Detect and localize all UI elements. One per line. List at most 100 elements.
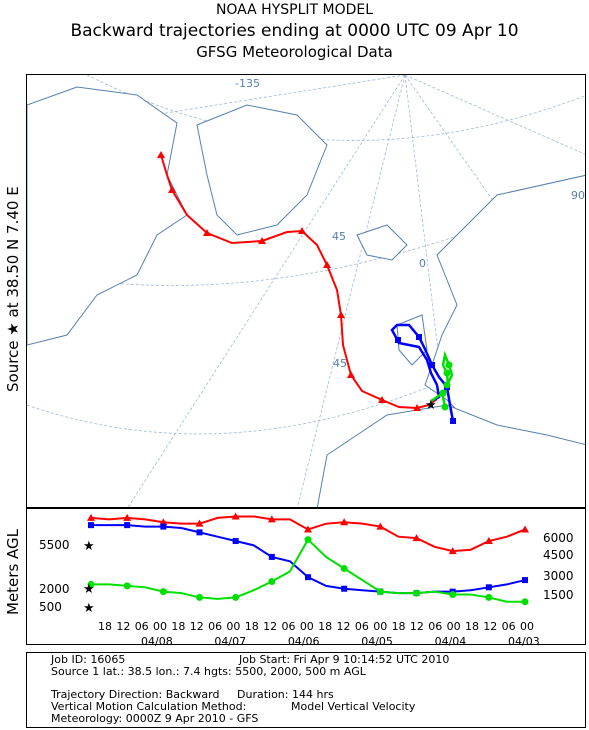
altitude-svg: 5500 2000 500 6000 4500 3000 1500 ★ ★ ★ (39, 512, 574, 616)
green-altitude-marker (232, 593, 240, 601)
time-axis-svg: 18 12 06 00 18 12 06 00 18 12 06 00 18 12 06 00 18 12 06 00… (98, 620, 540, 648)
red-altitude-marker (484, 537, 493, 545)
source-star-icon: ★ (425, 398, 437, 413)
red-altitude-marker (448, 547, 457, 555)
date-label: 04/06 (288, 635, 320, 648)
time-tick-label: 18 (171, 620, 185, 633)
blue-altitude-marker (196, 529, 203, 536)
green-altitude-marker (485, 593, 493, 601)
time-tick-label: 00 (153, 620, 167, 633)
time-tick-label: 00 (520, 620, 534, 633)
source-info: Source 1 lat.: 38.5 lon.: 7.4 hgts: 5500… (51, 665, 366, 678)
blue-altitude-marker (232, 538, 239, 545)
blue-altitude-marker (305, 574, 311, 581)
altitude-chart: 5500 2000 500 6000 4500 3000 1500 ★ ★ ★ (26, 508, 586, 645)
time-axis: 18 12 06 00 18 12 06 00 18 12 06 00 18 12 06 00 18 12 06 00… (26, 616, 586, 652)
greenland (196, 104, 328, 236)
red-altitude-marker (340, 518, 349, 526)
time-tick-label: 12 (483, 620, 497, 633)
red-trajectory-markers (157, 151, 421, 411)
left-axis-label: 2000 (39, 582, 70, 596)
green-altitude-marker (196, 593, 203, 601)
green-altitude-marker (304, 536, 312, 544)
job-start: Job Start: Fri Apr 9 10:14:52 UTC 2010 (239, 653, 450, 666)
time-tick-label: 18 (245, 620, 259, 633)
green-altitude-line (91, 537, 525, 603)
blue-altitude-marker (88, 522, 94, 529)
time-tick-label: 06 (208, 620, 222, 633)
start-star-icon: ★ (83, 582, 95, 597)
grid-label: 45 (333, 357, 347, 370)
right-axis-label: 3000 (543, 569, 574, 583)
left-axis-label: 500 (39, 600, 62, 614)
blue-altitude-line (91, 524, 526, 595)
right-axis-label: 6000 (543, 531, 574, 545)
vertical-method: Vertical Motion Calculation Method: (51, 700, 247, 713)
blue-altitude-marker (341, 585, 348, 592)
time-tick-label: 06 (281, 620, 295, 633)
start-star-icon: ★ (83, 601, 95, 616)
date-label: 04/03 (508, 635, 540, 648)
time-tick-label: 06 (355, 620, 369, 633)
date-label: 04/05 (361, 635, 393, 648)
grid-label: 45 (332, 230, 346, 243)
duration: Duration: 144 hrs (237, 688, 334, 701)
red-altitude-marker (412, 534, 421, 542)
title-line-2: Backward trajectories ending at 0000 UTC… (70, 21, 519, 41)
green-altitude-marker (340, 565, 348, 573)
map-svg: -135 90 45 0 45 ★ (27, 75, 585, 507)
coastlines (27, 86, 585, 507)
time-tick-label: 18 (392, 620, 406, 633)
title-line-1: NOAA HYSPLIT MODEL (215, 2, 374, 18)
british-isles (396, 314, 428, 366)
trajectory-map: -135 90 45 0 45 ★ (26, 74, 586, 508)
time-tick-label: 00 (300, 620, 314, 633)
green-trajectory-markers (439, 361, 453, 411)
red-altitude-marker (87, 513, 95, 521)
time-tick-label: 18 (318, 620, 332, 633)
vertical-method-value: Model Vertical Velocity (291, 700, 416, 713)
blue-altitude-marker (160, 523, 167, 530)
time-tick-label: 12 (410, 620, 424, 633)
green-altitude-marker (449, 591, 457, 599)
red-altitude-line (90, 515, 526, 553)
blue-trajectory-path (390, 323, 455, 422)
date-label: 04/07 (214, 635, 246, 648)
altitude-series (87, 512, 529, 606)
green-altitude-marker (123, 582, 131, 590)
iceland (356, 224, 408, 261)
time-tick-label: 12 (116, 620, 130, 633)
red-altitude-marker (195, 519, 204, 527)
red-altitude-marker (123, 513, 132, 521)
source-location-label: Source ★ at 38.50 N 7.40 E (4, 186, 22, 392)
time-tick-label: 00 (447, 620, 461, 633)
altitude-axis-label: Meters AGL (4, 528, 22, 615)
job-info-panel: Job ID: 16065 Job Start: Fri Apr 9 10:14… (26, 652, 586, 728)
blue-altitude-marker (268, 553, 275, 560)
title-line-3: GFSG Meteorological Data (196, 43, 393, 61)
red-altitude-marker (159, 518, 168, 526)
time-tick-label: 18 (98, 620, 112, 633)
africa (316, 404, 585, 507)
green-altitude-marker (268, 578, 276, 586)
green-altitude-marker (521, 598, 529, 606)
meteorology: Meteorology: 0000Z 9 Apr 2010 - GFS (51, 712, 259, 725)
right-axis-label: 1500 (543, 588, 574, 602)
time-tick-label: 12 (337, 620, 351, 633)
job-id: Job ID: 16065 (51, 653, 126, 666)
red-altitude-marker (304, 525, 312, 533)
time-tick-label: 06 (428, 620, 442, 633)
red-altitude-marker (376, 522, 385, 530)
time-tick-label: 00 (373, 620, 387, 633)
blue-altitude-marker (485, 584, 492, 591)
red-altitude-marker (231, 512, 240, 520)
grid-label: 0 (419, 257, 426, 270)
red-altitude-marker (521, 525, 529, 533)
left-axis-label: 5500 (39, 538, 70, 552)
grid-label: 90 (571, 189, 585, 202)
date-label: 04/04 (435, 635, 467, 648)
time-tick-label: 12 (190, 620, 204, 633)
time-tick-label: 06 (135, 620, 149, 633)
trajectory-direction: Trajectory Direction: Backward (51, 688, 220, 701)
date-label: 04/08 (141, 635, 173, 648)
